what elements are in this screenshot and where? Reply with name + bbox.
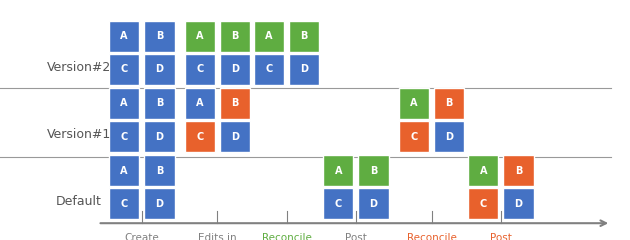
Text: A: A: [196, 98, 203, 108]
Bar: [144, 88, 175, 119]
Text: Post
version#1: Post version#1: [474, 233, 528, 240]
Bar: [220, 88, 250, 119]
Bar: [289, 54, 319, 85]
Bar: [323, 155, 353, 186]
Bar: [144, 188, 175, 219]
Bar: [434, 121, 464, 152]
Text: C: C: [479, 199, 487, 209]
Text: B: B: [231, 31, 239, 41]
Bar: [109, 121, 139, 152]
Text: C: C: [120, 64, 128, 74]
Text: A: A: [479, 166, 487, 176]
Text: A: A: [265, 31, 273, 41]
Bar: [220, 21, 250, 52]
Bar: [220, 121, 250, 152]
Bar: [503, 155, 534, 186]
Bar: [503, 188, 534, 219]
Text: Post
version#2: Post version#2: [329, 233, 383, 240]
Text: Reconcile
version#1: Reconcile version#1: [404, 233, 459, 240]
Text: D: D: [156, 199, 163, 209]
Bar: [109, 21, 139, 52]
Text: D: D: [515, 199, 522, 209]
Text: D: D: [156, 64, 163, 74]
Bar: [323, 188, 353, 219]
Bar: [254, 21, 284, 52]
Bar: [144, 21, 175, 52]
Text: B: B: [445, 98, 453, 108]
Bar: [358, 155, 389, 186]
Bar: [109, 155, 139, 186]
Text: B: B: [370, 166, 377, 176]
Text: B: B: [156, 166, 163, 176]
Text: B: B: [156, 31, 163, 41]
Bar: [468, 155, 498, 186]
Text: Create
versions: Create versions: [120, 233, 164, 240]
Text: Edits in
versions: Edits in versions: [195, 233, 239, 240]
Text: C: C: [335, 199, 342, 209]
Text: D: D: [231, 132, 239, 142]
Text: A: A: [196, 31, 203, 41]
Bar: [185, 121, 215, 152]
Text: Version#1: Version#1: [47, 128, 111, 141]
Text: B: B: [515, 166, 522, 176]
Text: B: B: [301, 31, 308, 41]
Text: D: D: [370, 199, 377, 209]
Bar: [185, 88, 215, 119]
Text: Default: Default: [56, 195, 101, 208]
Bar: [185, 21, 215, 52]
Bar: [220, 54, 250, 85]
Text: B: B: [156, 98, 163, 108]
Text: D: D: [445, 132, 453, 142]
Bar: [109, 88, 139, 119]
Text: C: C: [265, 64, 273, 74]
Bar: [109, 188, 139, 219]
Text: D: D: [156, 132, 163, 142]
Text: Reconcile
version#2: Reconcile version#2: [260, 233, 314, 240]
Bar: [399, 88, 429, 119]
Text: C: C: [120, 199, 128, 209]
Text: A: A: [120, 98, 128, 108]
Text: D: D: [301, 64, 308, 74]
Text: D: D: [231, 64, 239, 74]
Text: C: C: [120, 132, 128, 142]
Text: C: C: [410, 132, 418, 142]
Text: C: C: [196, 132, 203, 142]
Bar: [289, 21, 319, 52]
Bar: [434, 88, 464, 119]
Bar: [399, 121, 429, 152]
Bar: [144, 121, 175, 152]
Bar: [254, 54, 284, 85]
Text: A: A: [120, 166, 128, 176]
Text: Version#2: Version#2: [47, 61, 111, 74]
Bar: [185, 54, 215, 85]
Bar: [109, 54, 139, 85]
Bar: [144, 54, 175, 85]
Bar: [468, 188, 498, 219]
Bar: [358, 188, 389, 219]
Text: A: A: [120, 31, 128, 41]
Text: A: A: [335, 166, 342, 176]
Text: C: C: [196, 64, 203, 74]
Bar: [144, 155, 175, 186]
Text: A: A: [410, 98, 418, 108]
Text: B: B: [231, 98, 239, 108]
